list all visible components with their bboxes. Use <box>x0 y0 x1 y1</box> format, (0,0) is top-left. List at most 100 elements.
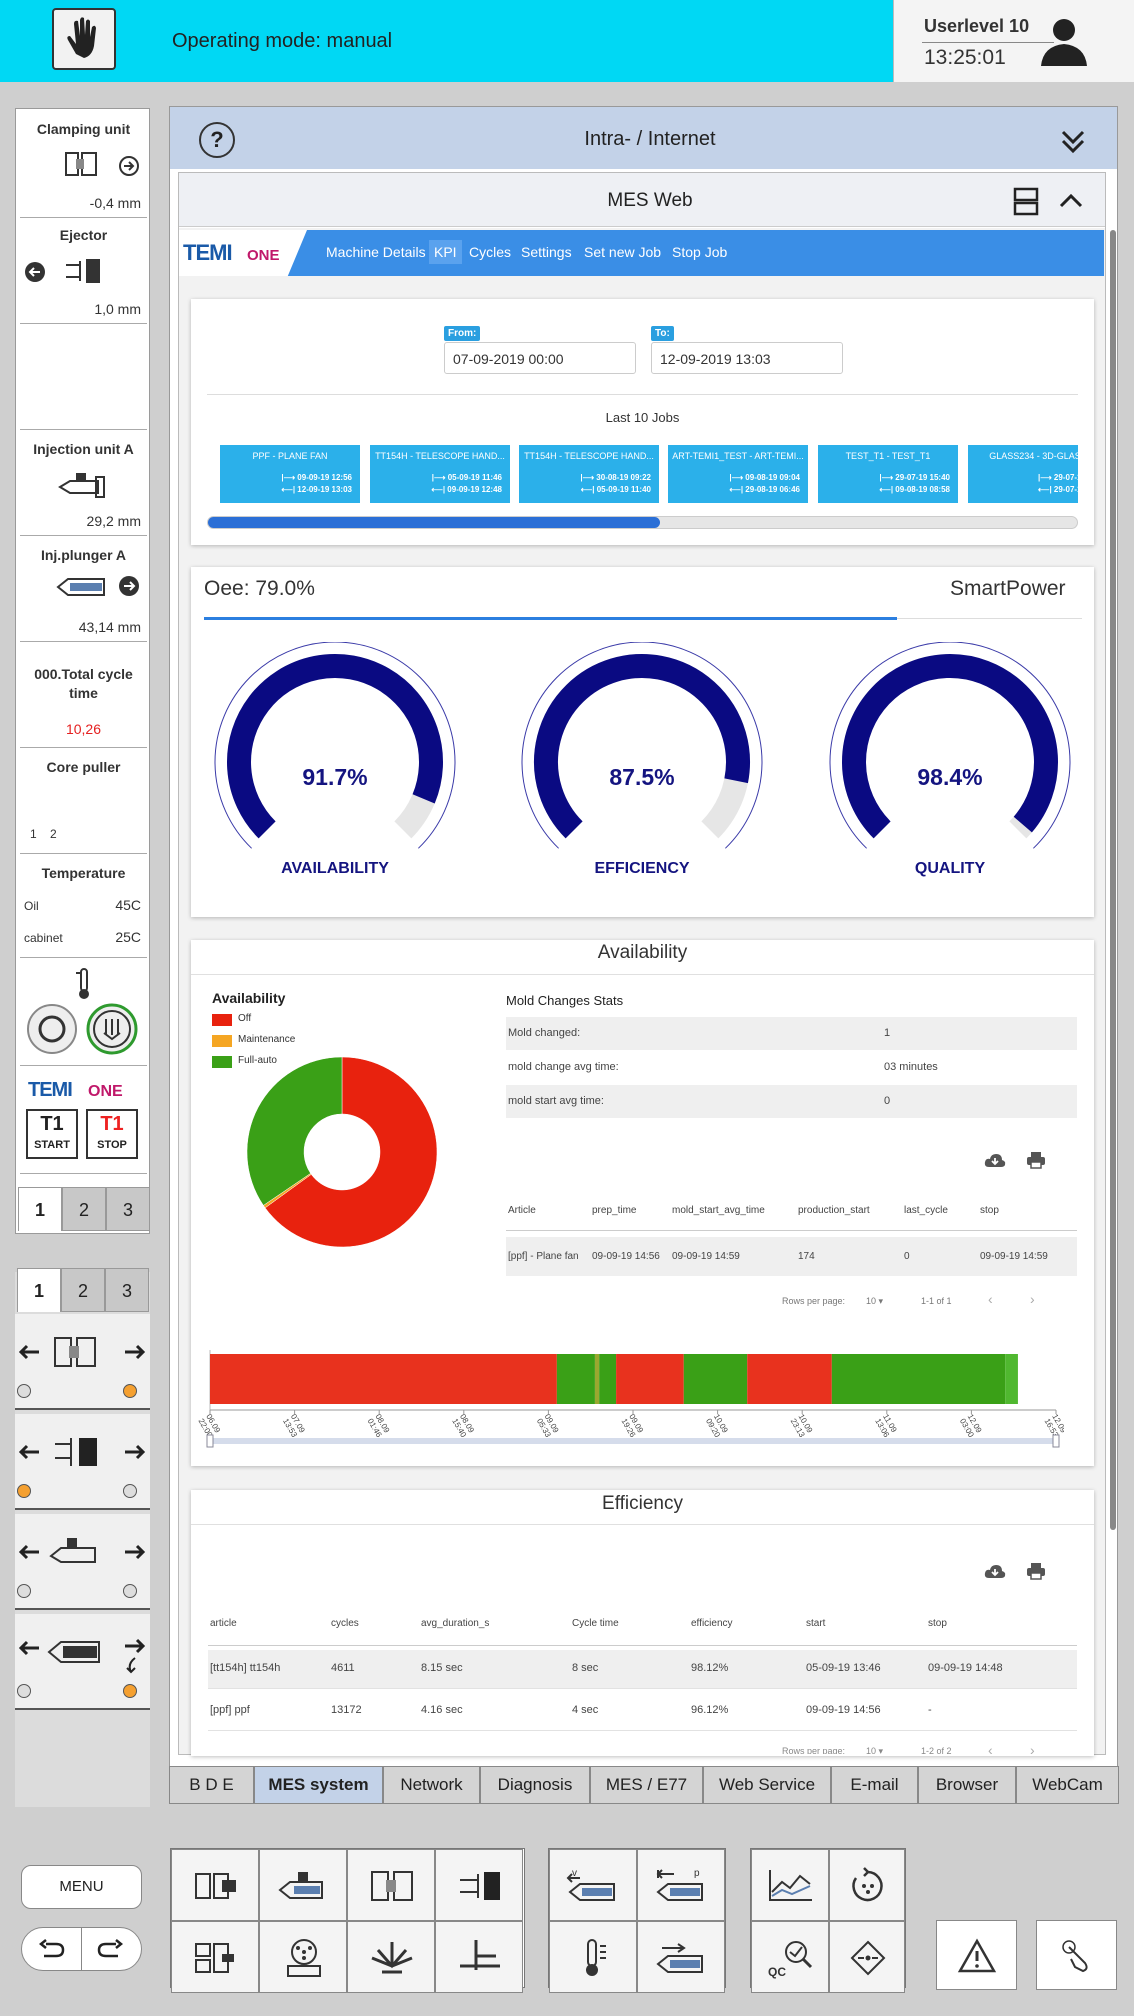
to-date-input[interactable]: 12-09-2019 13:03 <box>651 342 843 374</box>
split-layout-icon[interactable] <box>1012 186 1040 216</box>
chart-icon[interactable] <box>751 1849 829 1921</box>
jobs-scrollbar-thumb[interactable] <box>208 517 660 528</box>
next-page-icon[interactable]: › <box>1030 1291 1035 1307</box>
job-card[interactable]: PPF - PLANE FAN |⟶ 09-09-19 12:56 ⟵| 12-09… <box>220 445 360 503</box>
table-header-production-start[interactable]: production_start <box>798 1205 870 1216</box>
table-header-cycle-time[interactable]: Cycle time <box>572 1618 619 1629</box>
lower-tab-1[interactable]: 1 <box>17 1268 61 1312</box>
inj-plunger-value: 43,14 mm <box>78 619 141 635</box>
nav-set-new-job[interactable]: Set new Job <box>584 244 662 260</box>
next-page-icon[interactable]: › <box>1030 1742 1035 1754</box>
tab-bde[interactable]: B D E <box>169 1766 254 1804</box>
table-header-stop[interactable]: stop <box>928 1618 947 1629</box>
nav-cycles[interactable]: Cycles <box>469 244 512 260</box>
manual-mode-icon[interactable] <box>52 8 116 70</box>
oee-label[interactable]: Oee: 79.0% <box>204 577 315 600</box>
arrow-right-icon[interactable] <box>118 155 140 182</box>
print-icon[interactable] <box>1026 1562 1046 1585</box>
injection-control-row[interactable] <box>15 1514 150 1610</box>
panel-tab-1[interactable]: 1 <box>18 1187 62 1231</box>
qc-icon[interactable]: QC <box>751 1921 829 1993</box>
redo-button[interactable] <box>82 1928 142 1970</box>
cycle-icon[interactable] <box>829 1849 905 1921</box>
injection-p-icon[interactable]: p <box>637 1849 725 1921</box>
tab-browser[interactable]: Browser <box>918 1766 1016 1804</box>
table-header-last-cycle[interactable]: last_cycle <box>904 1205 948 1216</box>
menu-button[interactable]: MENU <box>21 1865 142 1909</box>
rows-per-page-select[interactable]: 10 ▾ <box>866 1746 884 1754</box>
table-header-stop[interactable]: stop <box>980 1205 999 1216</box>
table-header-efficiency[interactable]: efficiency <box>691 1618 733 1629</box>
panel-tab-2[interactable]: 2 <box>62 1187 106 1231</box>
from-date-input[interactable]: 07-09-2019 00:00 <box>444 342 636 374</box>
print-icon[interactable] <box>1026 1151 1046 1174</box>
tab-mes-system[interactable]: MES system <box>254 1766 383 1804</box>
nav-kpi[interactable]: KPI <box>429 240 462 264</box>
table-header-prep-time[interactable]: prep_time <box>592 1205 637 1216</box>
ejector-control-row[interactable] <box>15 1414 150 1510</box>
job-card[interactable]: TEST_T1 - TEST_T1 |⟶ 29-07-19 15:40 ⟵| 09-… <box>818 445 958 503</box>
arrow-left-icon[interactable] <box>24 261 46 288</box>
smartpower-label[interactable]: SmartPower <box>950 577 1066 600</box>
table-row[interactable] <box>506 1237 1077 1276</box>
ejector-icon[interactable] <box>435 1849 523 1921</box>
table-header-article[interactable]: Article <box>508 1205 536 1216</box>
nav-machine-details[interactable]: Machine Details <box>326 244 426 260</box>
robot-icon[interactable] <box>347 1921 435 1993</box>
chevron-up-icon[interactable] <box>1056 188 1086 214</box>
job-card[interactable]: TT154H - TELESCOPE HAND... |⟶ 05-09-19 11… <box>370 445 510 503</box>
core-icon[interactable] <box>435 1921 523 1993</box>
mold-layout-icon[interactable] <box>171 1921 259 1993</box>
table-header-start[interactable]: start <box>806 1618 826 1629</box>
heating-button-icon[interactable] <box>86 1003 138 1060</box>
tab-diagnosis[interactable]: Diagnosis <box>480 1766 590 1804</box>
table-header-cycles[interactable]: cycles <box>331 1618 359 1629</box>
table-header-mold-start[interactable]: mold_start_avg_time <box>672 1205 765 1216</box>
nozzle-icon[interactable] <box>259 1921 347 1993</box>
t1-stop-button[interactable]: T1 STOP <box>86 1109 138 1159</box>
injection-v-icon[interactable]: v <box>549 1849 637 1921</box>
lower-tab-3[interactable]: 3 <box>105 1268 149 1312</box>
download-icon[interactable] <box>984 1152 1006 1175</box>
prev-page-icon[interactable]: ‹ <box>988 1742 993 1754</box>
lower-tab-2[interactable]: 2 <box>61 1268 105 1312</box>
clamp-icon[interactable] <box>347 1849 435 1921</box>
tab-network[interactable]: Network <box>383 1766 480 1804</box>
plunger-icon[interactable] <box>637 1921 725 1993</box>
table-header-article[interactable]: article <box>210 1618 237 1629</box>
download-icon[interactable] <box>984 1563 1006 1586</box>
tab-email[interactable]: E-mail <box>831 1766 918 1804</box>
mold-icon[interactable] <box>171 1849 259 1921</box>
diamond-icon[interactable] <box>829 1921 905 1993</box>
page-scrollbar-thumb[interactable] <box>1110 230 1116 1530</box>
touch-icon[interactable] <box>1036 1920 1117 1990</box>
job-card[interactable]: ART-TEMI1_TEST - ART-TEMI... |⟶ 09-08-19 … <box>668 445 808 503</box>
tab-web-service[interactable]: Web Service <box>703 1766 831 1804</box>
arrow-right-filled-icon[interactable] <box>118 575 140 602</box>
help-icon[interactable]: ? <box>199 122 235 158</box>
thermometer-icon[interactable] <box>549 1921 637 1993</box>
power-button-icon[interactable] <box>26 1003 78 1060</box>
mold-stats-value: 0 <box>884 1095 891 1107</box>
nav-settings[interactable]: Settings <box>521 244 572 260</box>
double-chevron-down-icon[interactable] <box>1056 124 1090 158</box>
injection-icon[interactable] <box>259 1849 347 1921</box>
user-icon[interactable] <box>1035 14 1093 70</box>
warning-icon[interactable] <box>936 1920 1017 1990</box>
job-card[interactable]: TT154H - TELESCOPE HAND... |⟶ 30-08-19 09… <box>519 445 659 503</box>
jobs-scrollbar[interactable] <box>207 516 1078 529</box>
prev-page-icon[interactable]: ‹ <box>988 1291 993 1307</box>
table-row[interactable] <box>208 1650 1077 1688</box>
temi-one-logo[interactable]: TEMI ONE <box>179 230 307 276</box>
rows-per-page-select[interactable]: 10 ▾ <box>866 1296 884 1306</box>
nav-stop-job[interactable]: Stop Job <box>672 244 728 260</box>
plunger-control-row[interactable] <box>15 1614 150 1710</box>
panel-tab-3[interactable]: 3 <box>106 1187 150 1231</box>
table-header-avg-duration[interactable]: avg_duration_s <box>421 1618 490 1629</box>
t1-start-button[interactable]: T1 START <box>26 1109 78 1159</box>
clamp-control-row[interactable] <box>15 1314 150 1410</box>
tab-webcam[interactable]: WebCam <box>1016 1766 1119 1804</box>
job-card[interactable]: GLASS234 - 3D-GLASS |⟶ 29-07-19 10 ⟵| 29-0… <box>968 445 1078 503</box>
tab-mes-e77[interactable]: MES / E77 <box>590 1766 703 1804</box>
undo-button[interactable] <box>22 1928 82 1970</box>
